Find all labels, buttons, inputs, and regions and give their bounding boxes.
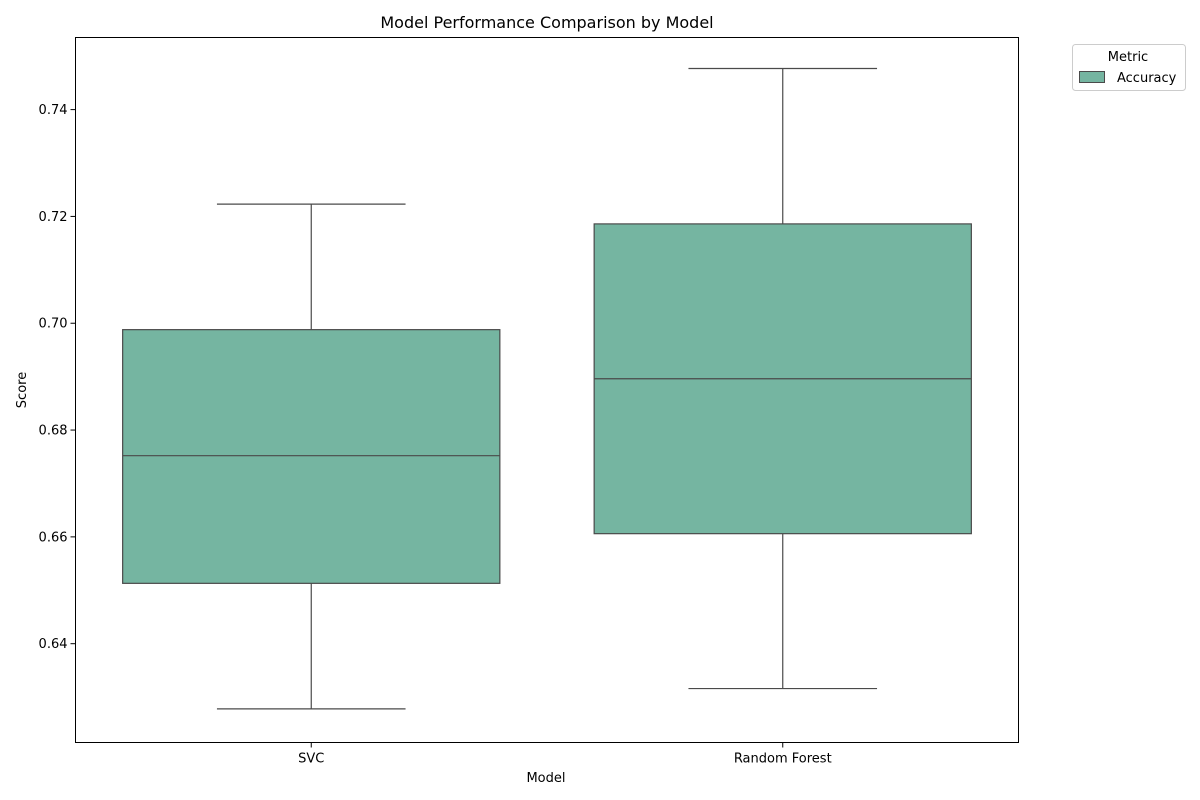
legend: Metric Accuracy <box>1072 44 1186 91</box>
legend-swatch-accuracy <box>1079 71 1105 83</box>
legend-label-accuracy: Accuracy <box>1117 71 1177 86</box>
y-tick-label: 0.64 <box>39 637 68 652</box>
box-random-forest <box>593 67 972 690</box>
y-tick-label: 0.74 <box>39 103 68 118</box>
box-svc <box>122 203 501 710</box>
y-tick-label: 0.70 <box>39 317 68 332</box>
y-tick-label: 0.72 <box>39 210 68 225</box>
x-tick-label: Random Forest <box>734 752 832 767</box>
iqr-box-svc <box>122 329 501 584</box>
x-axis-ticks: SVC Random Forest <box>298 742 832 767</box>
plot-frame <box>75 37 1019 743</box>
chart-title: Model Performance Comparison by Model <box>380 13 713 32</box>
y-tick-label: 0.68 <box>39 424 68 439</box>
y-axis-label: Score <box>15 372 30 408</box>
x-tick-label: SVC <box>298 752 324 767</box>
x-axis-label: Model <box>526 771 565 786</box>
y-tick-label: 0.66 <box>39 530 68 545</box>
boxes-layer <box>122 67 972 710</box>
y-axis-ticks: 0.64 0.66 0.68 0.70 0.72 0.74 <box>39 103 76 652</box>
legend-title: Metric <box>1108 50 1148 65</box>
